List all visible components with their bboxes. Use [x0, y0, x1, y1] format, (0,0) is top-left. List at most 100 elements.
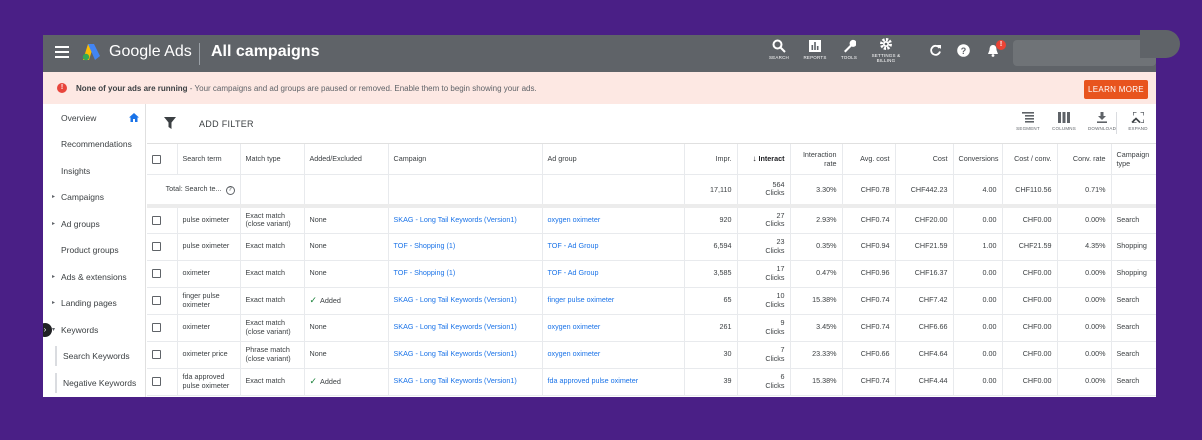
- campaign-type-cell: Shopping: [1111, 260, 1156, 288]
- segment-tool[interactable]: SEGMENT: [1013, 112, 1043, 131]
- sidebar-item-overview[interactable]: Overview: [43, 108, 146, 128]
- table-row[interactable]: oximeter price Phrase match (close varian…: [147, 341, 1156, 369]
- search-term-cell: fda approved pulse oximeter: [177, 368, 241, 396]
- sidebar-item-landing-pages[interactable]: ▸ Landing pages: [43, 293, 146, 313]
- row-checkbox[interactable]: [152, 377, 161, 386]
- header-cost-conv[interactable]: Cost / conv.: [1002, 144, 1058, 175]
- help-icon[interactable]: ?: [957, 44, 970, 57]
- cost-conv-cell: CHF21.59: [1002, 233, 1058, 261]
- ad-group-link[interactable]: TOF - Ad Group: [542, 233, 685, 261]
- added-label: Added: [320, 376, 341, 386]
- interactions-value: 27: [776, 210, 785, 220]
- add-filter-button[interactable]: ADD FILTER: [199, 119, 254, 129]
- learn-more-button[interactable]: LEARN MORE: [1084, 80, 1148, 99]
- conversions-cell: 0.00: [953, 314, 1003, 342]
- avg-cost-cell: CHF0.74: [842, 368, 896, 396]
- conversions-cell: 0.00: [953, 287, 1003, 315]
- added-label: Added: [320, 295, 341, 305]
- ad-group-link[interactable]: oxygen oximeter: [542, 206, 685, 234]
- hamburger-menu-icon[interactable]: [55, 46, 69, 58]
- search-tool[interactable]: SEARCH: [759, 39, 799, 60]
- campaign-link[interactable]: SKAG - Long Tail Keywords (Version1): [388, 368, 543, 396]
- campaign-link[interactable]: SKAG - Long Tail Keywords (Version1): [388, 287, 543, 315]
- header-interaction-rate[interactable]: Interaction rate: [790, 144, 843, 175]
- help-circle-icon[interactable]: ?: [225, 185, 235, 195]
- table-row[interactable]: fda approved pulse oximeter Exact match ✓ A…: [147, 368, 1156, 396]
- table-row[interactable]: pulse oximeter Exact match (close variant…: [147, 206, 1156, 234]
- ad-group-link[interactable]: finger pulse oximeter: [542, 287, 685, 315]
- match-type-cell: Exact match: [240, 287, 305, 315]
- sidebar-item-keywords[interactable]: ▾ Keywords: [43, 320, 146, 340]
- header-select-all[interactable]: [147, 144, 178, 175]
- row-checkbox[interactable]: [152, 323, 161, 332]
- settings-billing-tool[interactable]: SETTINGS & BILLING: [866, 37, 906, 63]
- row-checkbox[interactable]: [152, 215, 161, 225]
- campaign-link[interactable]: SKAG - Long Tail Keywords (Version1): [388, 341, 543, 369]
- table-toolbar: ADD FILTER SEGMENT COLUMNS DOWNLOAD EXPA…: [147, 104, 1156, 144]
- campaign-link[interactable]: TOF - Shopping (1): [388, 260, 543, 288]
- expand-label: EXPAND: [1128, 126, 1148, 131]
- sidebar-item-insights[interactable]: Insights: [43, 161, 146, 181]
- header-conversions[interactable]: Conversions: [953, 144, 1003, 175]
- header-campaign[interactable]: Campaign: [388, 144, 543, 175]
- sort-down-arrow-icon: ↓: [752, 154, 757, 164]
- columns-icon: [1058, 112, 1070, 123]
- sidebar-item-label: Overview: [61, 113, 97, 123]
- header-ad-group[interactable]: Ad group: [542, 144, 685, 175]
- table-row[interactable]: finger pulse oximeter Exact match ✓ Added SK…: [147, 287, 1156, 315]
- campaign-link[interactable]: TOF - Shopping (1): [388, 233, 543, 261]
- row-checkbox[interactable]: [152, 242, 161, 251]
- header-conv-rate[interactable]: Conv. rate: [1057, 144, 1112, 175]
- row-checkbox[interactable]: [152, 350, 161, 359]
- ad-group-link[interactable]: fda approved pulse oximeter: [542, 368, 685, 396]
- ad-group-link[interactable]: TOF - Ad Group: [542, 260, 685, 288]
- interactions-unit: Clicks: [765, 245, 785, 255]
- select-all-checkbox[interactable]: [152, 154, 161, 164]
- header-interactions[interactable]: ↓ Interact: [737, 144, 791, 175]
- campaign-type-cell: Search: [1111, 341, 1156, 369]
- header-cost[interactable]: Cost: [895, 144, 954, 175]
- header-match-type[interactable]: Match type: [240, 144, 305, 175]
- tools-tool[interactable]: TOOLS: [829, 39, 869, 60]
- campaign-link[interactable]: SKAG - Long Tail Keywords (Version1): [388, 206, 543, 234]
- table-row[interactable]: oximeter Exact match None TOF - Shopping (1…: [147, 260, 1156, 288]
- brand-divider: [199, 43, 200, 65]
- ad-group-link[interactable]: oxygen oximeter: [542, 314, 685, 342]
- added-excluded-cell: ✓ Added: [304, 368, 389, 396]
- toolbar-divider: [1116, 112, 1117, 134]
- interactions-unit: Clicks: [765, 380, 785, 390]
- sidebar-item-product-groups[interactable]: Product groups: [43, 240, 146, 260]
- filter-icon[interactable]: [164, 117, 176, 129]
- sidebar-item-recommendations[interactable]: Recommendations: [43, 134, 146, 154]
- header-search-term[interactable]: Search term: [177, 144, 241, 175]
- row-checkbox[interactable]: [152, 269, 161, 278]
- header-impr[interactable]: Impr.: [684, 144, 738, 175]
- sidebar-item-campaigns[interactable]: ▸ Campaigns: [43, 187, 146, 207]
- reports-tool[interactable]: REPORTS: [795, 39, 835, 60]
- header-avg-cost[interactable]: Avg. cost: [842, 144, 896, 175]
- columns-tool[interactable]: COLUMNS: [1049, 112, 1079, 131]
- notifications-bell-icon[interactable]: [987, 44, 999, 57]
- sidebar-item-ad-groups[interactable]: ▸ Ad groups: [43, 214, 146, 234]
- campaign-type-cell: Search: [1111, 314, 1156, 342]
- campaign-link[interactable]: SKAG - Long Tail Keywords (Version1): [388, 314, 543, 342]
- sidebar-item-label: Ads & extensions: [61, 272, 127, 282]
- header-campaign-type[interactable]: Campaign type: [1111, 144, 1156, 175]
- account-info-blurred[interactable]: [1013, 40, 1156, 66]
- download-tool[interactable]: DOWNLOAD: [1087, 112, 1117, 131]
- refresh-icon[interactable]: [929, 44, 942, 57]
- sidebar-subitem-negative-keywords[interactable]: Negative Keywords: [55, 373, 146, 393]
- conv-rate-cell: 4.35%: [1057, 233, 1112, 261]
- table-row[interactable]: oximeter Exact match (close variant) None S…: [147, 314, 1156, 342]
- sidebar-item-ads-extensions[interactable]: ▸ Ads & extensions: [43, 267, 146, 287]
- expand-tool[interactable]: EXPAND: [1123, 112, 1153, 131]
- chevron-up-icon[interactable]: [1131, 116, 1141, 124]
- row-checkbox[interactable]: [152, 296, 161, 305]
- collapse-sidebar-icon[interactable]: ›: [43, 323, 52, 337]
- header-added-excluded[interactable]: Added/Excluded: [304, 144, 389, 175]
- interactions-unit: Clicks: [765, 326, 785, 336]
- segment-label: SEGMENT: [1016, 126, 1040, 131]
- sidebar-subitem-search-keywords[interactable]: Search Keywords: [55, 346, 146, 366]
- table-row[interactable]: pulse oximeter Exact match None TOF - Shopp…: [147, 233, 1156, 261]
- ad-group-link[interactable]: oxygen oximeter: [542, 341, 685, 369]
